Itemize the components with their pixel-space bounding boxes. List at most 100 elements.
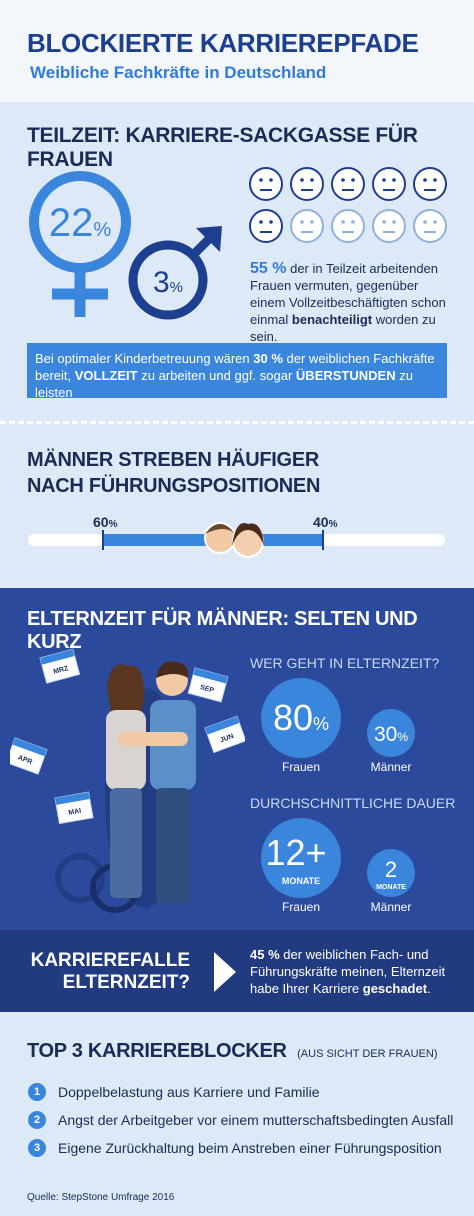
stat-value: 55 % xyxy=(250,260,287,277)
section-title: TEILZEIT: KARRIERE-SACKGASSE FÜR FRAUEN xyxy=(27,124,418,171)
item-number: 2 xyxy=(28,1111,46,1129)
elternzeit-section: ELTERNZEIT FÜR MÄNNER: SELTEN UND KURZ M… xyxy=(0,588,474,930)
stat-emphasis: benachteiligt xyxy=(291,312,373,327)
paper-header xyxy=(55,792,90,805)
smiley-eye xyxy=(423,220,427,224)
smiley-eye xyxy=(300,220,304,224)
smiley-face xyxy=(290,167,324,201)
question: WER GEHT IN ELTERNZEIT? xyxy=(250,655,440,671)
paper-label: SEP xyxy=(199,684,215,694)
falle-emphasis: geschadet xyxy=(362,981,428,996)
item-number: 1 xyxy=(28,1083,46,1101)
section-title: MÄNNER STREBEN HÄUFIGER NACH FÜHRUNGSPOS… xyxy=(27,447,320,499)
duration-circles: 12+ MONATE 2 MONATE Frauen Männer xyxy=(261,818,415,914)
box-text: zu leisten xyxy=(35,368,413,400)
male-symbol xyxy=(128,240,208,320)
women-unit: MONATE xyxy=(282,876,320,886)
section-title: TOP 3 KARRIEREBLOCKER xyxy=(27,1040,287,1062)
women-circle xyxy=(261,818,341,898)
item-number: 3 xyxy=(28,1139,46,1157)
smiley-eye xyxy=(392,220,396,224)
stat-text: worden zu sein. xyxy=(250,312,436,344)
faces xyxy=(204,522,264,558)
smiley-face xyxy=(290,209,324,243)
smiley-eye xyxy=(433,220,437,224)
smiley-face xyxy=(413,167,447,201)
smiley-eye xyxy=(341,220,345,224)
smiley-face xyxy=(413,209,447,243)
smiley-grid xyxy=(249,167,447,243)
men-unit: MONATE xyxy=(376,884,406,891)
smiley-eye xyxy=(351,178,355,182)
falle-text: der weiblichen Fach- und Führungskräfte … xyxy=(250,947,446,996)
source: Quelle: StepStone Umfrage 2016 xyxy=(27,1192,175,1203)
women-value: 22% xyxy=(49,201,112,245)
question: DURCHSCHNITTLICHE DAUER xyxy=(250,795,456,811)
women-share: 40% xyxy=(313,514,338,530)
paper-label: MAI xyxy=(68,808,82,817)
title: BLOCKIERTE KARRIEREPFADE xyxy=(27,28,419,58)
women-value: 12+ xyxy=(265,832,326,873)
box-text: zu arbeiten und ggf. sogar xyxy=(141,368,293,383)
paper: JUN xyxy=(204,715,245,754)
stat-text: der in Teilzeit arbeitenden Frauen vermu… xyxy=(250,261,446,327)
blocker-item: 2 Angst der Arbeitgeber vor einem mutters… xyxy=(28,1106,458,1134)
falle-text: 45 % der weiblichen Fach- und Führungskr… xyxy=(250,946,450,997)
blocker-heading: TOP 3 KARRIEREBLOCKER (AUS SICHT DER FRA… xyxy=(27,1040,438,1063)
paper-label: MRZ xyxy=(53,665,70,676)
falle-section: KARRIEREFALLE ELTERNZEIT? 45 % der weibl… xyxy=(0,930,474,1012)
men-label: Männer xyxy=(371,760,412,774)
smiley xyxy=(413,167,447,201)
box-emphasis: ÜBERSTUNDEN xyxy=(295,368,396,383)
paper-header xyxy=(12,738,47,757)
illustration: MRZ APR MAI SEP JUN xyxy=(10,648,245,913)
item-text: Angst der Arbeitgeber vor einem muttersc… xyxy=(58,1112,454,1128)
paper-label: APR xyxy=(17,754,33,766)
smiley xyxy=(372,209,406,243)
smiley xyxy=(290,209,324,243)
smiley xyxy=(372,167,406,201)
subtitle: Weibliche Fachkräfte in Deutschland xyxy=(30,63,327,82)
blocker-item: 1 Doppelbelastung aus Karriere und Famili… xyxy=(28,1078,458,1106)
smiley xyxy=(331,209,365,243)
stat-text: 55 % der in Teilzeit arbeitenden Frauen … xyxy=(250,260,450,345)
smiley-face xyxy=(249,167,283,201)
title-note: (AUS SICHT DER FRAUEN) xyxy=(297,1048,438,1060)
smiley xyxy=(413,209,447,243)
smiley-face xyxy=(249,209,283,243)
item-text: Eigene Zurückhaltung beim Anstreben eine… xyxy=(58,1140,442,1156)
smiley-eye xyxy=(300,178,304,182)
women-value: 80% xyxy=(273,697,329,738)
men-share: 60% xyxy=(93,514,118,530)
smiley-eye xyxy=(269,220,273,224)
paper: SEP xyxy=(187,667,229,703)
paper: MRZ xyxy=(39,648,81,684)
blocker-list: 1 Doppelbelastung aus Karriere und Famili… xyxy=(28,1078,458,1162)
smiley xyxy=(290,167,324,201)
men-value: 30% xyxy=(374,723,408,746)
paper-label: JUN xyxy=(219,733,235,744)
box-text: der weiblichen Fachkräfte bereit, xyxy=(35,351,435,383)
smiley-eye xyxy=(382,178,386,182)
paper-header xyxy=(205,716,240,735)
paper: MAI xyxy=(54,791,94,825)
header: BLOCKIERTE KARRIEREPFADE Weibliche Fachk… xyxy=(0,0,474,102)
smiley-eye xyxy=(351,220,355,224)
male-arrow xyxy=(196,226,222,252)
teilzeit-section: TEILZEIT: KARRIERE-SACKGASSE FÜR FRAUEN … xyxy=(0,102,474,588)
paper-header xyxy=(193,668,228,684)
title-line: KARRIEREFALLE xyxy=(30,950,190,971)
smiley-eye xyxy=(310,178,314,182)
smiley-eye xyxy=(259,220,263,224)
women-circle xyxy=(261,678,341,758)
falle-title: KARRIEREFALLE ELTERNZEIT? xyxy=(20,950,190,994)
smiley-eye xyxy=(259,178,263,182)
women-label: Frauen xyxy=(282,760,320,774)
smiley-face xyxy=(372,209,406,243)
blocker-item: 3 Eigene Zurückhaltung beim Anstreben ein… xyxy=(28,1134,458,1162)
blocker-section: TOP 3 KARRIEREBLOCKER (AUS SICHT DER FRA… xyxy=(0,1012,474,1216)
smiley-face xyxy=(372,167,406,201)
box-text: Bei optimaler Kinderbetreuung wären xyxy=(35,351,250,366)
men-value: 3% xyxy=(153,266,183,299)
